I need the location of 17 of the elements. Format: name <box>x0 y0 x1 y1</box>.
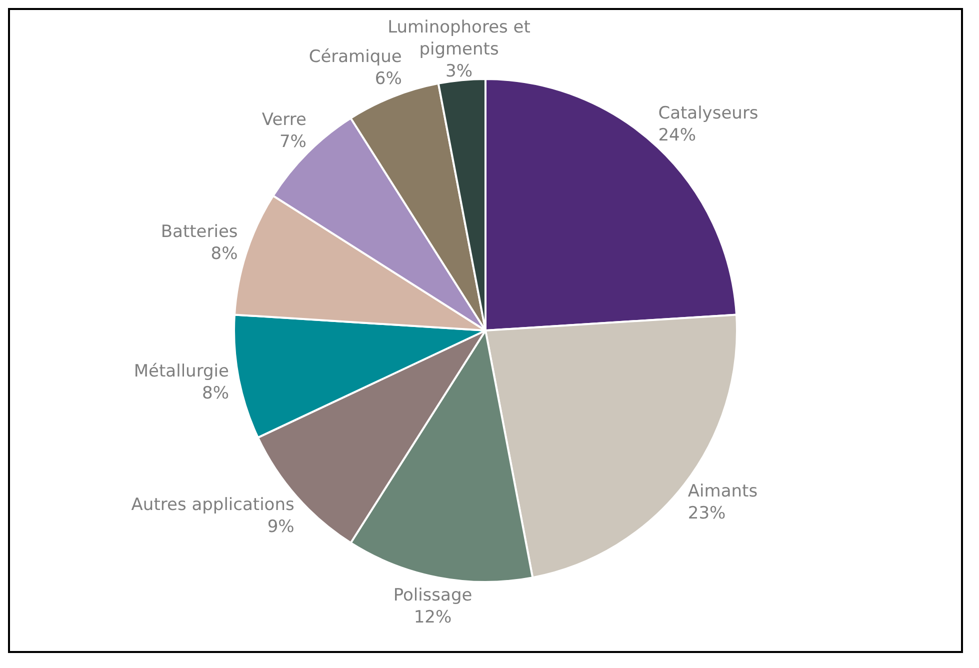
slice-label: Autres applications <box>131 495 294 516</box>
slice-label: Aimants <box>688 481 758 502</box>
data-label: 8% <box>210 244 238 264</box>
slice-label: Batteries <box>160 222 238 242</box>
slice-label: Métallurgie <box>134 362 229 382</box>
slice-label: Polissage <box>393 585 472 606</box>
slice-label: Catalyseurs <box>658 104 758 124</box>
data-label: 12% <box>414 607 452 628</box>
data-label: 3% <box>446 62 472 82</box>
data-label: 6% <box>374 69 402 90</box>
slice-label: Céramique <box>308 47 402 68</box>
data-label: 23% <box>688 503 726 524</box>
data-label: 8% <box>202 384 229 404</box>
data-label: 9% <box>267 517 294 538</box>
slice-label: Verre <box>262 110 306 130</box>
data-label: 7% <box>279 132 306 152</box>
data-label: 24% <box>658 126 696 146</box>
